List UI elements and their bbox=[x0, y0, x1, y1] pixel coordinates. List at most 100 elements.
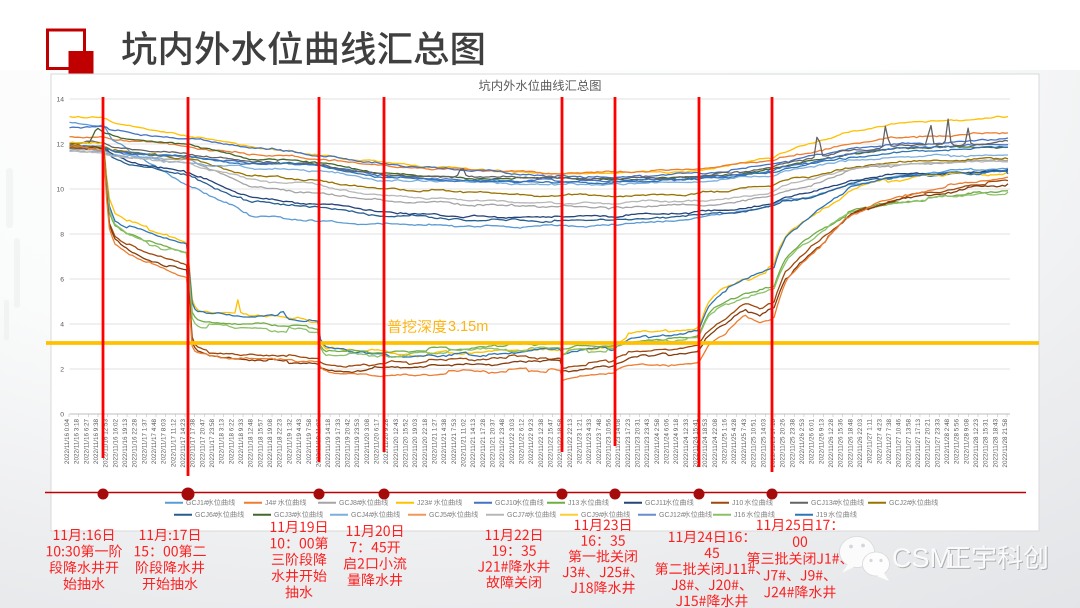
svg-text:2022/11/25 20:26: 2022/11/25 20:26 bbox=[780, 419, 787, 468]
svg-text:GCJ12#: GCJ12# bbox=[659, 512, 685, 519]
svg-text:J13: J13 bbox=[568, 500, 579, 507]
svg-text:2022/11/23 1:21: 2022/11/23 1:21 bbox=[577, 419, 584, 465]
svg-text:2022/11/17 17:38: 2022/11/17 17:38 bbox=[190, 419, 197, 468]
svg-text:2022/11/23 7:48: 2022/11/23 7:48 bbox=[596, 419, 603, 465]
svg-text:GCJ5#: GCJ5# bbox=[429, 512, 451, 519]
svg-text:10: 10 bbox=[56, 186, 64, 193]
svg-text:2022/11/18 22:23: 2022/11/18 22:23 bbox=[277, 419, 284, 468]
svg-text:2022/11/19 7:58: 2022/11/19 7:58 bbox=[306, 419, 313, 465]
svg-text:2022/11/23 20:31: 2022/11/23 20:31 bbox=[635, 419, 642, 468]
svg-text:2022/11/22 3:03: 2022/11/22 3:03 bbox=[509, 419, 516, 465]
svg-text:2022/11/25 1:16: 2022/11/25 1:16 bbox=[722, 419, 729, 465]
svg-text:2022/11/21 1:27: 2022/11/21 1:27 bbox=[431, 419, 438, 465]
svg-text:2022/11/28 12:23: 2022/11/28 12:23 bbox=[973, 419, 980, 468]
svg-text:2022/11/20 22:18: 2022/11/20 22:18 bbox=[422, 419, 429, 468]
svg-text:GCJ7#: GCJ7# bbox=[507, 512, 529, 519]
svg-text:GCJ4#: GCJ4# bbox=[351, 512, 373, 519]
svg-text:2022/11/28 15:31: 2022/11/28 15:31 bbox=[983, 419, 990, 468]
svg-text:2022/11/26 22:03: 2022/11/26 22:03 bbox=[857, 419, 864, 468]
svg-text:2022/11/25 14:03: 2022/11/25 14:03 bbox=[760, 419, 767, 468]
svg-text:2022/11/24 15:41: 2022/11/24 15:41 bbox=[693, 419, 700, 468]
svg-text:2022/11/18 15:57: 2022/11/18 15:57 bbox=[257, 419, 264, 468]
svg-text:2022/11/23 23:43: 2022/11/23 23:43 bbox=[644, 419, 651, 468]
svg-text:2022/11/20 3:08: 2022/11/20 3:08 bbox=[364, 419, 371, 465]
svg-text:2022/11/22 22:13: 2022/11/22 22:13 bbox=[567, 419, 574, 468]
svg-text:GCJ11: GCJ11 bbox=[645, 500, 666, 507]
svg-text:2022/11/17 20:47: 2022/11/17 20:47 bbox=[199, 419, 206, 468]
svg-text:2022/11/16 22:28: 2022/11/16 22:28 bbox=[132, 419, 139, 468]
svg-text:2022/11/27 1:11: 2022/11/27 1:11 bbox=[867, 419, 874, 464]
svg-text:2022/11/26 18:48: 2022/11/26 18:48 bbox=[847, 419, 854, 468]
svg-text:J19: J19 bbox=[816, 512, 827, 519]
svg-text:2022/11/18 9:33: 2022/11/18 9:33 bbox=[238, 419, 245, 465]
svg-text:GCJ2#: GCJ2# bbox=[889, 500, 911, 507]
svg-text:2022/11/25 4:28: 2022/11/25 4:28 bbox=[731, 419, 738, 465]
svg-text:2022/11/16 3:18: 2022/11/16 3:18 bbox=[74, 419, 81, 465]
svg-text:2022/11/27 7:38: 2022/11/27 7:38 bbox=[886, 419, 893, 465]
svg-text:2022/11/27 23:33: 2022/11/27 23:33 bbox=[934, 419, 941, 468]
svg-text:0: 0 bbox=[60, 411, 64, 418]
svg-text:2022/11/17 1:37: 2022/11/17 1:37 bbox=[141, 419, 148, 465]
svg-text:2022/11/16 12:53: 2022/11/16 12:53 bbox=[103, 419, 110, 468]
svg-text:2022/11/16 16:02: 2022/11/16 16:02 bbox=[112, 419, 119, 468]
svg-text:2022/11/22 6:12: 2022/11/22 6:12 bbox=[518, 419, 525, 465]
svg-text:2022/11/16 19:13: 2022/11/16 19:13 bbox=[122, 419, 129, 468]
svg-text:J10: J10 bbox=[732, 500, 743, 507]
svg-text:GCJ9#: GCJ9# bbox=[581, 512, 603, 519]
svg-text:GCJ6#: GCJ6# bbox=[195, 512, 217, 519]
svg-text:2022/11/24 2:58: 2022/11/24 2:58 bbox=[654, 419, 661, 465]
svg-text:2022/11/25 7:43: 2022/11/25 7:43 bbox=[741, 419, 748, 465]
svg-text:2022/11/21 23:48: 2022/11/21 23:48 bbox=[499, 419, 506, 468]
svg-text:CSM: CSM bbox=[893, 544, 953, 574]
svg-text:2022/11/26 2:53: 2022/11/26 2:53 bbox=[799, 419, 806, 465]
svg-text:2022/11/16 9:38: 2022/11/16 9:38 bbox=[93, 419, 100, 465]
svg-text:2022/11/28 9:08: 2022/11/28 9:08 bbox=[963, 419, 970, 465]
svg-text:GCJ3#: GCJ3# bbox=[274, 512, 296, 519]
svg-text:2022/11/24 18:53: 2022/11/24 18:53 bbox=[702, 419, 709, 468]
svg-text:2022/11/17 8:03: 2022/11/17 8:03 bbox=[161, 419, 168, 465]
svg-text:2022/11/27 10:46: 2022/11/27 10:46 bbox=[896, 419, 903, 468]
svg-text:2: 2 bbox=[60, 366, 64, 373]
svg-text:2022/11/26 9:13: 2022/11/26 9:13 bbox=[818, 419, 825, 465]
svg-text:2022/11/26 12:28: 2022/11/26 12:28 bbox=[828, 419, 835, 468]
svg-text:2022/11/17 4:48: 2022/11/17 4:48 bbox=[151, 419, 158, 465]
svg-text:2022/11/26 6:01: 2022/11/26 6:01 bbox=[809, 419, 816, 465]
svg-text:14: 14 bbox=[56, 96, 64, 103]
svg-text:2022/11/27 4:23: 2022/11/27 4:23 bbox=[876, 419, 883, 465]
svg-text:2022/11/24 12:33: 2022/11/24 12:33 bbox=[683, 419, 690, 468]
svg-text:3.15m: 3.15m bbox=[448, 319, 488, 335]
svg-text:2022/11/19 1:32: 2022/11/19 1:32 bbox=[286, 419, 293, 465]
svg-text:GCJ13#: GCJ13# bbox=[811, 500, 837, 507]
svg-text:2022/11/27 20:21: 2022/11/27 20:21 bbox=[925, 419, 932, 468]
svg-text:8: 8 bbox=[60, 231, 64, 238]
svg-text:2022/11/20 15:52: 2022/11/20 15:52 bbox=[402, 419, 409, 468]
svg-text:2022/11/25 10:51: 2022/11/25 10:51 bbox=[751, 419, 758, 468]
svg-text:2022/11/20 9:28: 2022/11/20 9:28 bbox=[383, 419, 390, 465]
svg-text:2022/11/25 17:18: 2022/11/25 17:18 bbox=[770, 419, 777, 468]
svg-text:2022/11/21 17:28: 2022/11/21 17:28 bbox=[480, 419, 487, 468]
svg-text:2022/11/21 14:13: 2022/11/21 14:13 bbox=[470, 419, 477, 468]
svg-text:2022/11/20 6:17: 2022/11/20 6:17 bbox=[373, 419, 380, 465]
svg-text:2022/11/19 4:43: 2022/11/19 4:43 bbox=[296, 419, 303, 465]
svg-text:2022/11/27 13:58: 2022/11/27 13:58 bbox=[905, 419, 912, 468]
svg-text:2022/11/22 9:23: 2022/11/22 9:23 bbox=[528, 419, 535, 465]
svg-text:2022/11/23 10:56: 2022/11/23 10:56 bbox=[606, 419, 613, 468]
svg-text:2022/11/22 12:38: 2022/11/22 12:38 bbox=[538, 419, 545, 468]
svg-text:2022/11/24 9:18: 2022/11/24 9:18 bbox=[673, 419, 680, 465]
svg-text:2022/11/28 18:43: 2022/11/28 18:43 bbox=[992, 419, 999, 468]
svg-text:2022/11/27 17:13: 2022/11/27 17:13 bbox=[915, 419, 922, 468]
svg-text:2022/11/18 12:48: 2022/11/18 12:48 bbox=[248, 419, 255, 468]
svg-text:2022/11/21 20:37: 2022/11/21 20:37 bbox=[489, 419, 496, 468]
svg-text:2022/11/23 4:33: 2022/11/23 4:33 bbox=[586, 419, 593, 465]
svg-text:2022/11/16 0:04: 2022/11/16 0:04 bbox=[64, 419, 71, 465]
svg-text:2022/11/18 19:08: 2022/11/18 19:08 bbox=[267, 419, 274, 468]
svg-text:2022/11/24 22:08: 2022/11/24 22:08 bbox=[712, 419, 719, 468]
svg-text:2022/11/17 14:23: 2022/11/17 14:23 bbox=[180, 419, 187, 468]
svg-text:2022/11/25 23:38: 2022/11/25 23:38 bbox=[789, 419, 796, 468]
svg-text:2022/11/21 11:02: 2022/11/21 11:02 bbox=[460, 419, 467, 468]
svg-text:2022/11/23 17:23: 2022/11/23 17:23 bbox=[625, 419, 632, 468]
svg-text:12: 12 bbox=[56, 141, 64, 148]
svg-text:4: 4 bbox=[60, 321, 64, 328]
svg-text:2022/11/28 21:58: 2022/11/28 21:58 bbox=[1002, 419, 1009, 468]
svg-text:J23#: J23# bbox=[417, 500, 432, 507]
